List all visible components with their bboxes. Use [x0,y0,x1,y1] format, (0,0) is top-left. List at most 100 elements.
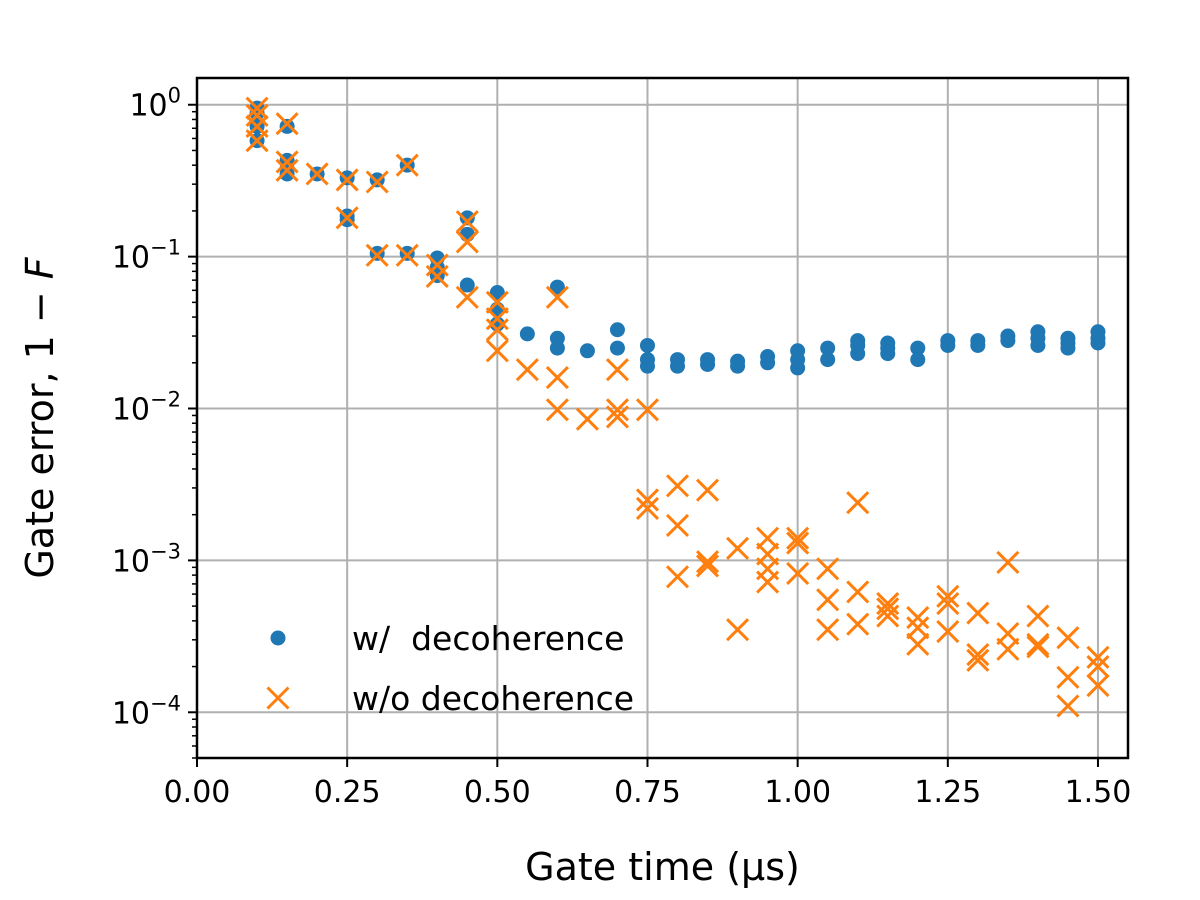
data-point-x [635,488,660,512]
data-point-x [395,243,419,267]
data-point-x [846,612,870,636]
data-point-x [936,591,960,616]
series-with-decoherence [249,100,1106,376]
data-point-dot [519,326,535,342]
data-point-x [966,601,990,625]
data-point-x [906,606,930,630]
legend-label: w/ decoherence [352,619,624,658]
data-point-x [485,339,509,363]
data-point-dot [609,322,625,338]
data-point-dot [910,340,926,356]
grid [196,78,1128,758]
data-point-dot [549,340,565,356]
data-point-x [906,632,930,656]
y-tick-label: 10−3 [112,539,181,579]
data-point-x [966,648,990,672]
data-point-dot [549,279,565,295]
data-point-x [455,285,479,309]
data-point-x [1056,626,1080,650]
data-point-x [365,243,389,267]
data-point-x [515,358,539,382]
data-point-dot [820,340,836,356]
data-point-x [425,253,449,277]
data-point-x [726,536,750,560]
x-tick-label: 1.00 [764,775,831,810]
data-point-x [275,158,299,182]
plot-area [245,96,1110,718]
data-point-dot [489,285,505,301]
data-point-x [726,618,750,642]
y-axis-ticks: 10−4 10−3 10−2 10−1 100 [112,84,197,759]
data-point-dot [850,346,866,362]
data-point-x [786,561,810,586]
data-point-x [695,478,720,502]
legend-marker [270,630,286,646]
data-point-x [1086,673,1110,698]
y-tick-label: 10−2 [112,388,181,428]
data-point-dot [459,210,475,226]
data-point-x [665,474,690,498]
data-point-dot [910,352,926,368]
x-axis-ticks: 0.00 0.25 0.50 0.75 1.00 1.25 1.50 [164,758,1131,810]
data-point-x [305,162,329,186]
data-point-x [695,550,720,574]
data-point-x [1056,694,1080,718]
x-tick-label: 0.75 [614,775,681,810]
data-point-x [635,496,660,520]
data-point-x [1086,654,1110,679]
data-point-x [275,112,299,136]
data-point-x [635,398,660,422]
data-point-x [1026,604,1050,628]
data-point-x [485,318,509,342]
data-point-x [605,398,630,422]
data-point-x [545,365,569,390]
data-point-x [1026,635,1050,659]
series-without-decoherence [245,96,1110,718]
legend-marker [266,686,290,710]
data-point-dot [820,352,836,368]
data-point-x [966,642,990,667]
data-point-x [335,168,359,192]
data-point-x [605,405,630,429]
data-point-x [245,96,269,120]
data-point-x [365,170,389,194]
data-point-dot [1000,333,1016,349]
data-point-dot [670,358,686,374]
data-point-dot [639,337,655,353]
data-point-x [455,210,479,234]
data-point-x [245,129,269,153]
data-point-x [846,491,870,515]
data-point-x [876,604,900,628]
data-point-x [936,584,960,608]
data-point-x [395,153,419,177]
data-point-x [1086,645,1110,669]
data-point-x [786,526,810,550]
x-tick-label: 0.00 [164,775,231,810]
data-point-x [665,513,690,537]
data-point-x [245,103,269,128]
data-point-x [1026,632,1050,656]
data-point-x [936,619,960,644]
legend: w/ decoherence w/o decoherence [266,619,634,718]
data-point-dot [730,358,746,374]
data-point-x [275,150,299,174]
x-tick-label: 0.25 [314,775,381,810]
data-point-dot [700,356,716,372]
data-point-x [876,597,900,621]
data-point-x [605,358,630,382]
data-point-x [575,407,599,431]
data-point-x [1056,665,1080,689]
data-point-x [545,285,569,309]
data-point-dot [459,226,475,242]
data-point-dot [880,346,896,362]
data-point-x [425,264,449,289]
data-point-dot [639,358,655,374]
data-point-dot [459,277,475,293]
data-point-dot [279,118,295,134]
data-point-x [816,618,840,642]
data-point-x [786,531,810,555]
data-point-dot [579,343,595,359]
data-point-x [816,588,840,612]
data-point-dot [1060,340,1076,356]
